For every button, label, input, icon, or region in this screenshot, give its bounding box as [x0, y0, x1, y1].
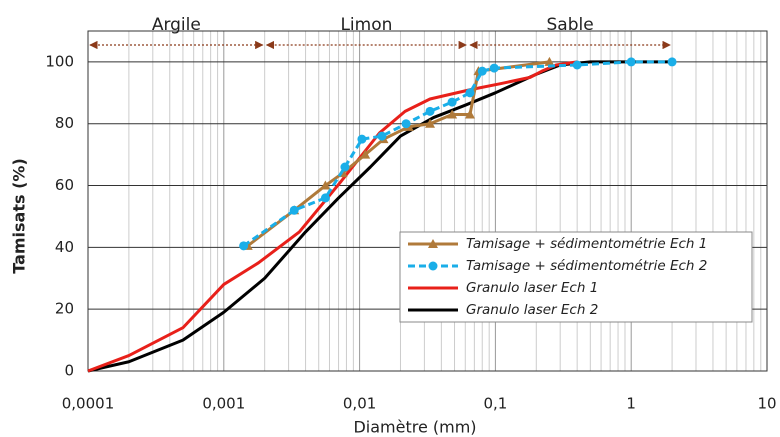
point: [667, 57, 677, 67]
legend-label: Granulo laser Ech 2: [466, 302, 598, 318]
point: [465, 88, 475, 98]
point: [447, 109, 458, 119]
legend-box: [399, 231, 753, 323]
legend-label: Granulo laser Ech 1: [466, 280, 598, 296]
series-line: [246, 60, 550, 248]
zone-label: Sable: [547, 15, 594, 35]
series: [239, 57, 677, 251]
y-tick-label: 20: [55, 300, 74, 318]
point: [425, 106, 435, 116]
point: [544, 56, 555, 66]
x-tick-label: 10: [757, 395, 776, 413]
series: [87, 60, 673, 373]
legend-label: Tamisage + sédimentométrie Ech 1: [466, 236, 707, 252]
point: [239, 241, 249, 251]
point: [320, 180, 331, 190]
point: [626, 57, 636, 67]
series-line: [87, 60, 673, 373]
point: [425, 118, 436, 128]
point: [447, 97, 457, 107]
series: [87, 60, 578, 373]
y-tick-label: 60: [55, 176, 74, 194]
point: [477, 66, 487, 76]
point: [572, 60, 582, 70]
x-tick-label: 0,01: [343, 395, 376, 413]
legend: Tamisage + sédimentométrie Ech 1 Tamisage…: [399, 231, 753, 323]
x-tick-label: 0,1: [483, 395, 507, 413]
point: [357, 134, 367, 144]
point: [289, 205, 299, 215]
y-tick-label: 0: [64, 362, 74, 380]
y-tick-label: 40: [55, 238, 74, 256]
legend-marker: [428, 239, 438, 248]
series-line: [87, 60, 578, 373]
y-tick-label: 100: [45, 52, 74, 70]
point: [320, 193, 330, 203]
zone-label: Argile: [152, 15, 201, 35]
point: [464, 109, 475, 119]
series-line: [242, 60, 673, 248]
point: [377, 131, 387, 141]
plot-frame: [87, 30, 768, 372]
x-tick-label: 0,0001: [62, 395, 115, 413]
point: [401, 119, 411, 129]
zone-label: Limon: [340, 15, 392, 35]
x-tick-label: 0,001: [202, 395, 245, 413]
point: [360, 149, 371, 159]
legend-label: Tamisage + sédimentométrie Ech 2: [466, 258, 707, 274]
point: [340, 162, 350, 172]
point: [489, 63, 499, 73]
y-axis-title: Tamisats (%): [10, 158, 29, 274]
x-axis-title: Diamètre (mm): [353, 418, 476, 437]
y-tick-label: 80: [55, 114, 74, 132]
legend-marker: [428, 261, 438, 271]
x-tick-label: 1: [626, 395, 636, 413]
